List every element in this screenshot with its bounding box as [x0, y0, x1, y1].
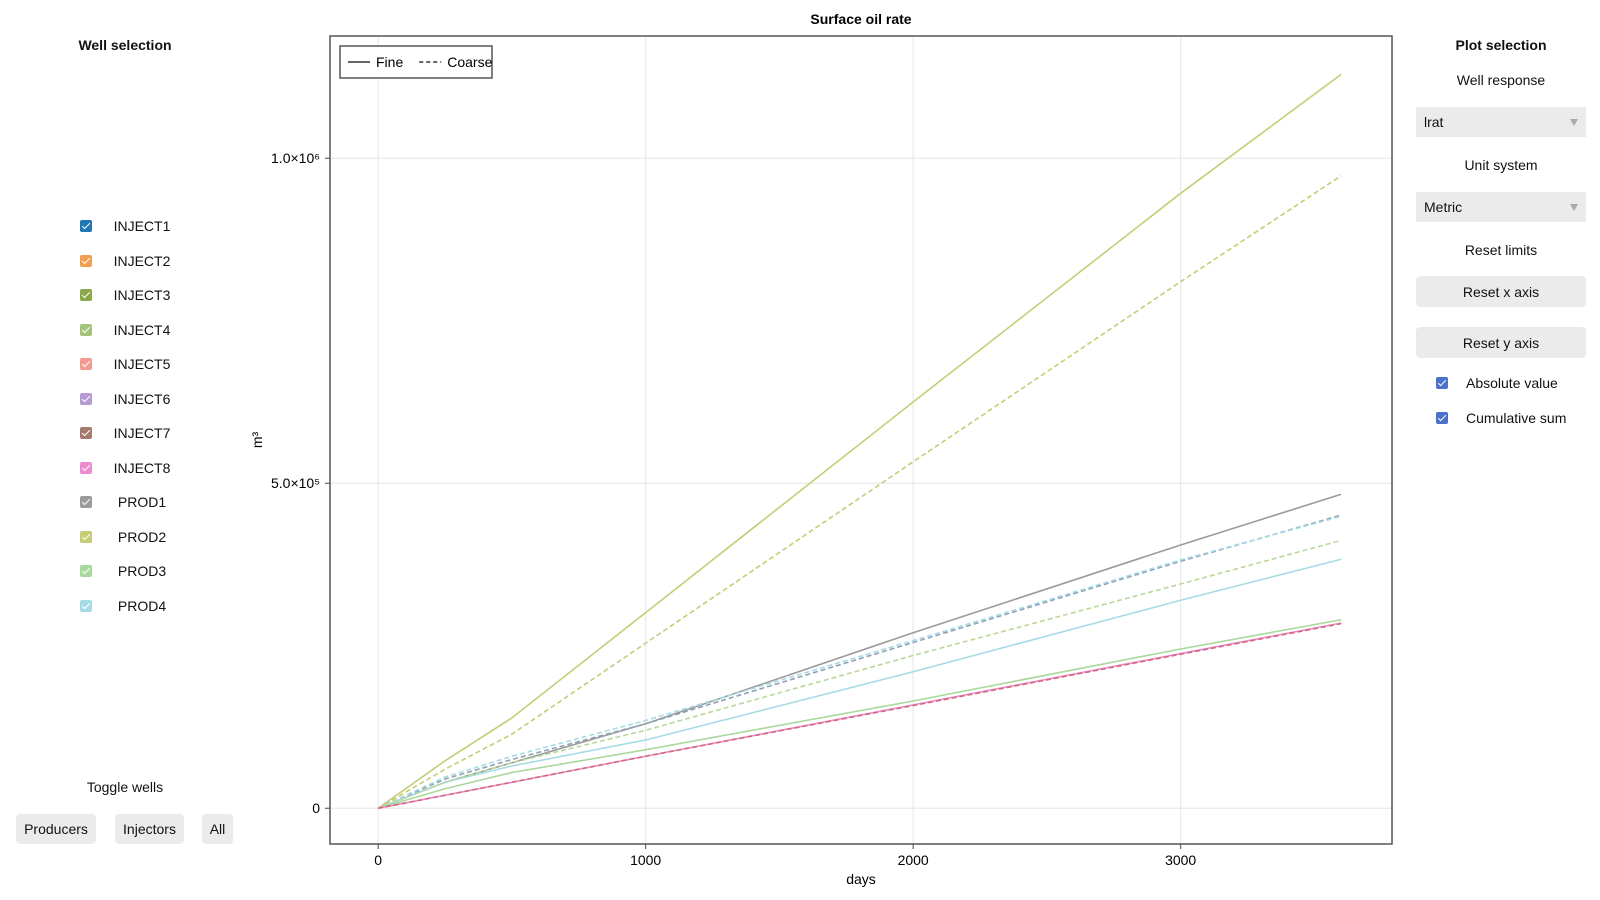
data-line — [377, 539, 1342, 809]
well-label: INJECT5 — [113, 356, 171, 372]
well-label: INJECT8 — [113, 459, 171, 476]
checkbox[interactable] — [80, 220, 92, 232]
checkbox[interactable] — [80, 323, 92, 336]
checkbox[interactable] — [80, 392, 92, 405]
toggle-button[interactable]: Injectors — [115, 814, 184, 844]
y-tick-label: 0 — [312, 800, 320, 816]
panel-title: Well selection — [78, 37, 172, 53]
data-line — [377, 558, 1342, 809]
well-row[interactable]: PROD2 — [80, 527, 174, 547]
plot-frame — [329, 35, 1393, 845]
well-label: PROD3 — [117, 563, 167, 579]
data-line — [377, 622, 1342, 810]
x-axis-label: days — [846, 871, 876, 887]
reset-button[interactable]: Reset y axis — [1416, 327, 1586, 358]
checkbox[interactable] — [80, 289, 92, 301]
well-row[interactable]: INJECT1 — [80, 216, 174, 236]
field-label: Reset limits — [1464, 242, 1538, 258]
dropdown[interactable]: Metric — [1416, 192, 1586, 222]
well-label: PROD4 — [117, 597, 167, 614]
x-tick-label: 3000 — [1165, 852, 1196, 868]
well-row[interactable]: PROD3 — [80, 561, 174, 581]
well-label: INJECT7 — [113, 425, 171, 441]
toggle-button[interactable]: Producers — [16, 814, 96, 844]
checkbox[interactable] — [80, 565, 92, 577]
data-line — [377, 73, 1342, 809]
field-label: Well response — [1456, 72, 1546, 88]
panel-title: Plot selection — [1455, 37, 1547, 53]
option-row[interactable]: Absolute value — [1436, 375, 1558, 391]
x-tick-label: 0 — [374, 852, 382, 868]
checkbox[interactable] — [80, 496, 92, 508]
well-row[interactable]: INJECT7 — [80, 423, 174, 443]
dropdown[interactable]: lrat — [1416, 107, 1586, 137]
well-label: INJECT1 — [113, 218, 171, 234]
option-label: Absolute value — [1466, 375, 1558, 391]
well-label: INJECT3 — [113, 287, 171, 303]
well-label: PROD1 — [117, 494, 167, 510]
reset-button[interactable]: Reset x axis — [1416, 276, 1586, 307]
x-tick-label: 1000 — [630, 852, 661, 868]
y-axis-label: m³ — [249, 432, 265, 449]
option-row[interactable]: Cumulative sum — [1436, 410, 1566, 426]
checkbox[interactable] — [80, 599, 92, 612]
legend-label: Coarse — [447, 54, 492, 70]
toggle-button[interactable]: All — [202, 814, 233, 844]
field-label: Unit system — [1464, 157, 1538, 173]
checkbox[interactable] — [80, 358, 92, 370]
checkbox[interactable] — [1436, 411, 1448, 424]
y-tick-label: 1.0×10⁶ — [271, 150, 320, 166]
well-row[interactable]: INJECT5 — [80, 354, 174, 374]
well-row[interactable]: INJECT4 — [80, 320, 174, 340]
toggle-title: Toggle wells — [86, 779, 164, 795]
well-row[interactable]: INJECT6 — [80, 389, 174, 409]
chart-title: Surface oil rate — [810, 11, 911, 27]
legend-label: Fine — [376, 54, 403, 70]
checkbox[interactable] — [80, 427, 92, 439]
well-row[interactable]: PROD4 — [80, 596, 174, 616]
well-row[interactable]: PROD1 — [80, 492, 174, 512]
well-label: INJECT2 — [113, 252, 171, 269]
data-line — [377, 514, 1342, 809]
checkbox[interactable] — [1436, 377, 1448, 389]
data-line — [377, 618, 1342, 810]
checkbox[interactable] — [80, 254, 92, 267]
well-row[interactable]: INJECT3 — [80, 285, 174, 305]
data-line — [377, 175, 1342, 809]
well-row[interactable]: INJECT2 — [80, 251, 174, 271]
checkbox[interactable] — [80, 461, 92, 474]
well-row[interactable]: INJECT8 — [80, 458, 174, 478]
well-label: PROD2 — [117, 528, 167, 545]
well-label: INJECT4 — [113, 321, 171, 338]
data-line — [377, 515, 1342, 809]
well-label: INJECT6 — [113, 390, 171, 407]
checkbox[interactable] — [80, 530, 92, 543]
y-tick-label: 5.0×10⁵ — [271, 475, 320, 491]
x-tick-label: 2000 — [898, 852, 929, 868]
option-label: Cumulative sum — [1466, 409, 1567, 426]
